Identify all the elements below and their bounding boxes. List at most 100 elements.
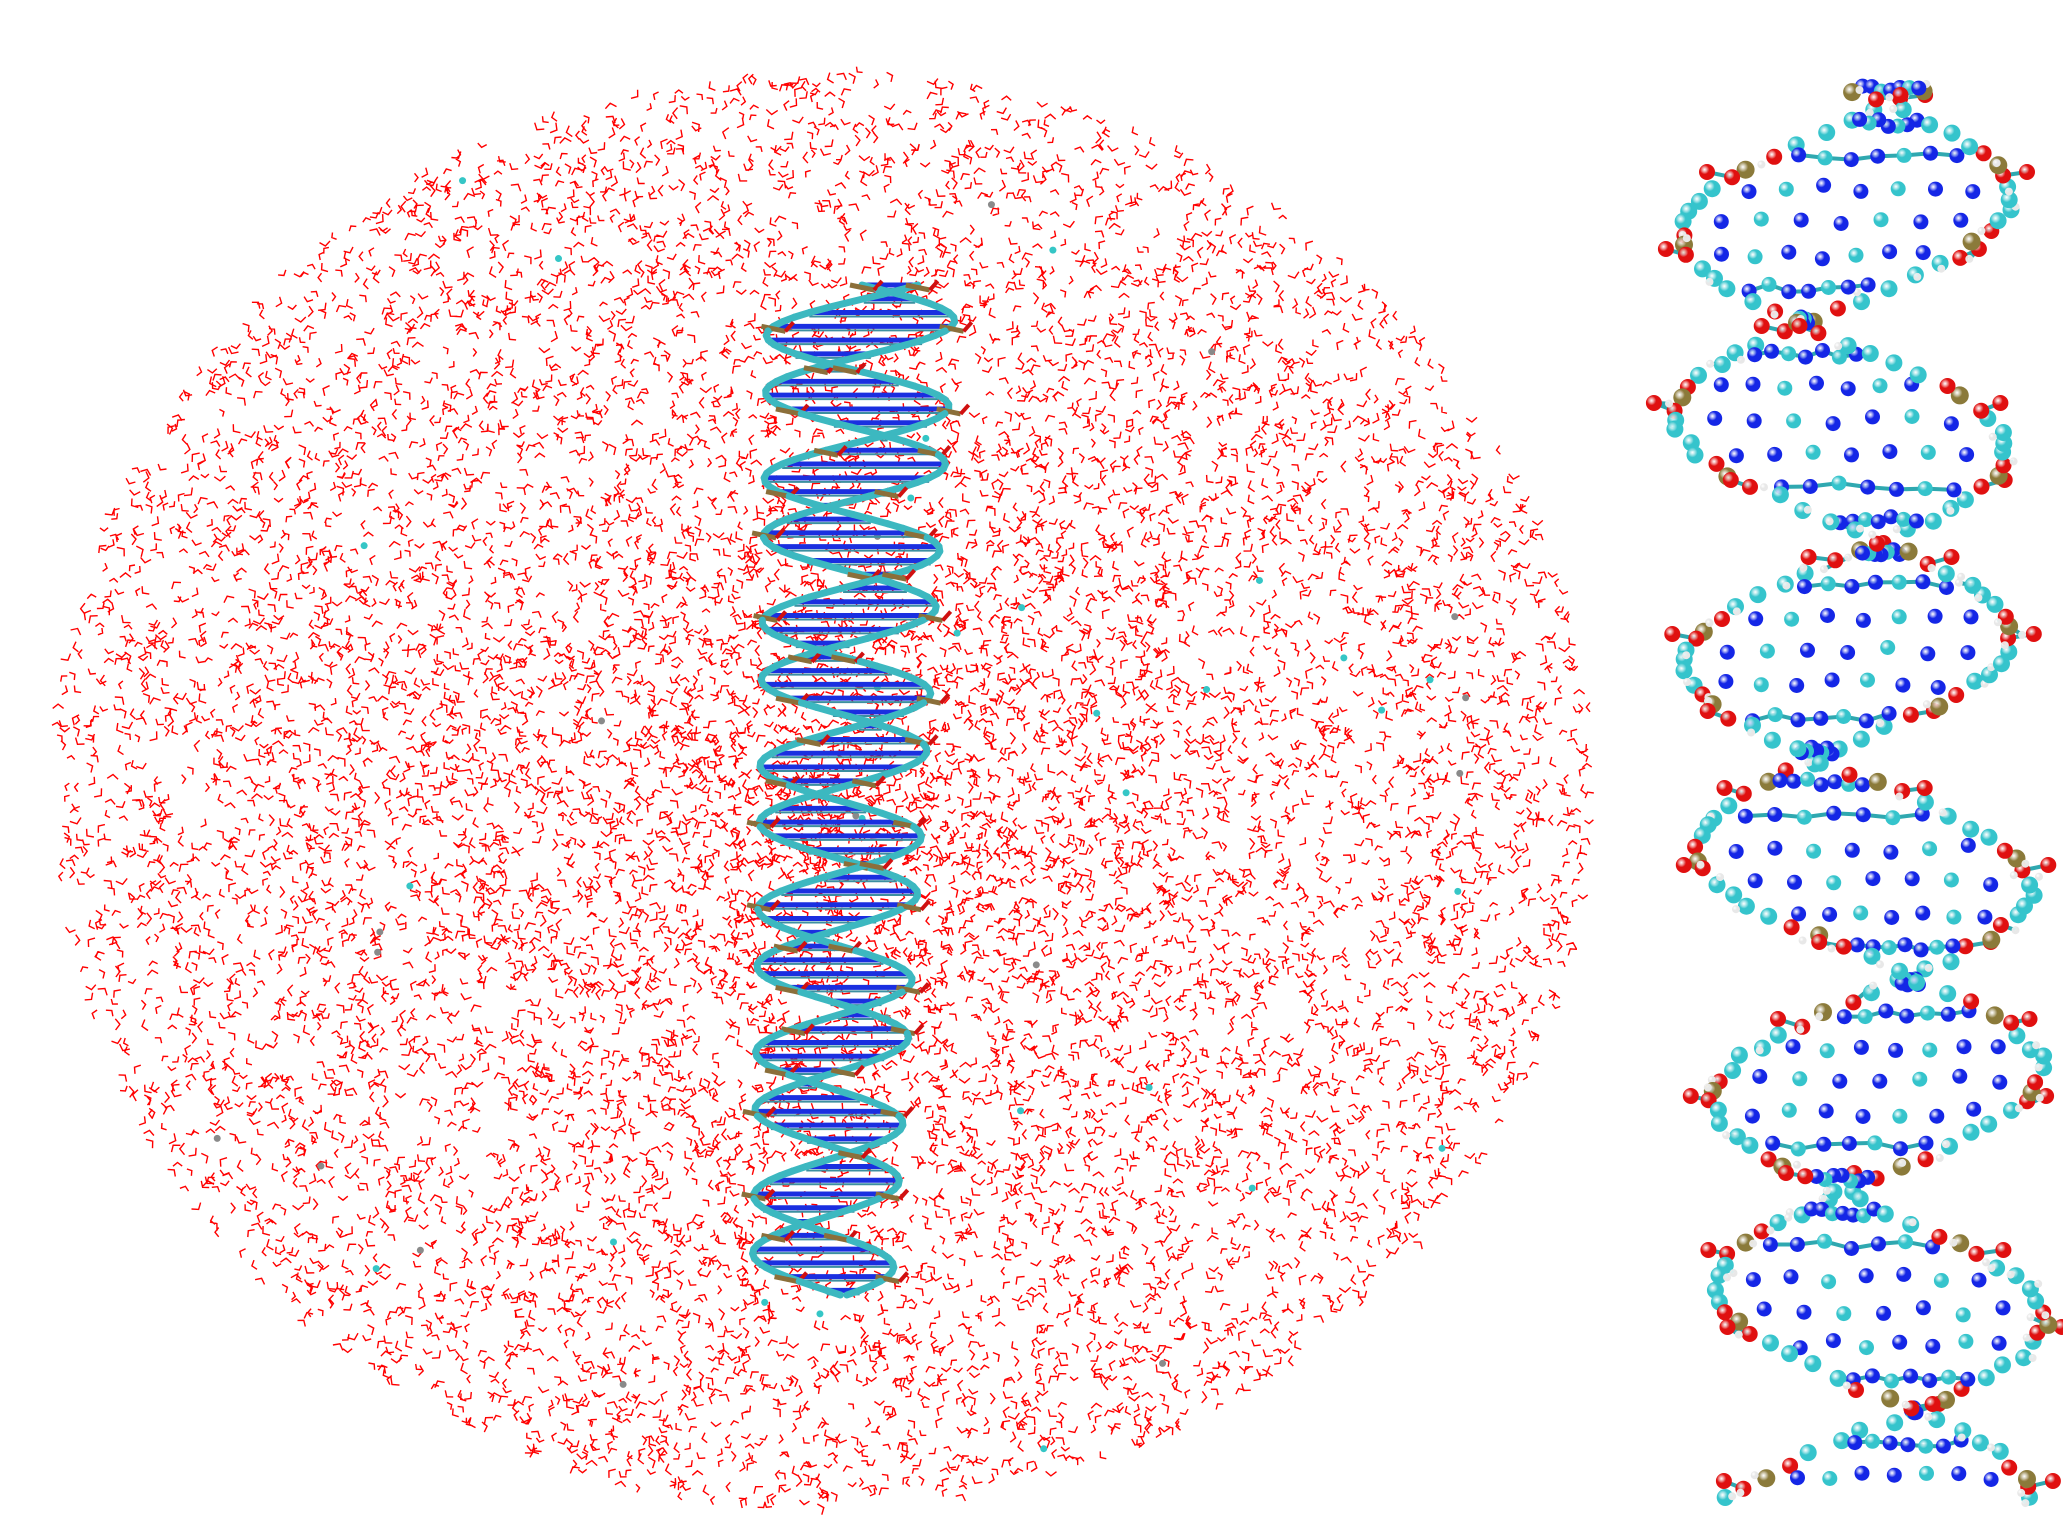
atom <box>1782 1457 1799 1474</box>
ion <box>1032 961 1040 969</box>
atom <box>1896 1266 1912 1282</box>
atom <box>1883 509 1899 525</box>
atom <box>1853 905 1869 921</box>
atom <box>1723 1273 1731 1282</box>
atom <box>1816 1136 1832 1152</box>
atom <box>1888 1042 1904 1058</box>
atom <box>1836 709 1852 724</box>
atom <box>1962 820 1980 838</box>
oxygen-stick <box>803 1023 815 1036</box>
atom <box>1819 1043 1835 1059</box>
oxygen-stick <box>915 816 927 829</box>
atom <box>1786 413 1802 429</box>
atom <box>1860 277 1876 293</box>
atom <box>1766 148 1783 165</box>
atom <box>1891 574 1907 590</box>
atom <box>1966 1101 1982 1117</box>
atom <box>1840 645 1856 660</box>
ion <box>1340 654 1348 662</box>
atom <box>1975 145 1992 162</box>
phosphate-stick <box>775 406 801 417</box>
atom <box>1863 947 1881 965</box>
atom <box>1892 1108 1908 1124</box>
atom <box>1852 111 1868 127</box>
atom <box>2001 1459 2018 1476</box>
atom <box>1657 241 1674 257</box>
atom <box>1917 481 1933 497</box>
atom <box>1817 150 1833 166</box>
atom <box>1753 211 1769 227</box>
atom <box>1811 754 1829 772</box>
atom <box>1720 710 1737 727</box>
atom <box>1760 1151 1777 1168</box>
atom <box>1841 1136 1857 1151</box>
phosphate-stick <box>895 984 921 995</box>
atom <box>1820 565 1828 574</box>
atom <box>1941 1369 1957 1385</box>
atom <box>1714 611 1730 627</box>
atom <box>1824 672 1840 688</box>
oxygen-stick <box>764 1188 776 1201</box>
atom <box>1767 840 1783 856</box>
atom <box>1957 1433 1966 1442</box>
atom <box>1705 619 1714 627</box>
atom <box>1728 1128 1746 1146</box>
atom <box>1953 212 1969 228</box>
atom <box>1927 608 1943 624</box>
ion <box>406 882 414 890</box>
atom <box>2004 187 2013 196</box>
backbone-stick <box>843 1286 864 1299</box>
atom <box>1821 1274 1837 1290</box>
phosphate-stick <box>830 1067 856 1078</box>
phosphate-stick <box>774 1274 800 1285</box>
atom <box>1845 994 1862 1011</box>
atom <box>1706 359 1715 368</box>
atom <box>1825 416 1841 432</box>
oxygen-stick <box>774 527 786 540</box>
atom <box>1818 124 1836 141</box>
atom <box>1664 626 1681 642</box>
atom <box>1909 366 1927 384</box>
atom <box>1961 138 1979 156</box>
atom <box>1818 1194 1827 1203</box>
ion <box>987 201 995 209</box>
atom <box>1708 455 1725 472</box>
atom <box>1814 251 1830 267</box>
atom <box>1800 642 1815 658</box>
atom <box>1778 181 1794 197</box>
atom <box>1699 703 1716 719</box>
atom <box>1856 524 1864 533</box>
atom <box>1870 148 1886 164</box>
atom <box>1682 234 1691 243</box>
phosphate-stick <box>896 902 922 913</box>
atom <box>1844 842 1860 858</box>
atom <box>1865 409 1880 425</box>
atom <box>1935 1154 1944 1162</box>
atom <box>1892 525 1901 534</box>
oxygen-stick <box>776 610 788 622</box>
atom <box>1826 875 1842 891</box>
ion <box>1018 604 1026 612</box>
ion <box>213 1134 221 1142</box>
oxygen-stick <box>783 1229 795 1242</box>
ion <box>459 177 467 185</box>
atom <box>1756 1301 1772 1317</box>
atom <box>1867 1135 1883 1151</box>
atom <box>1882 1435 1898 1451</box>
atom <box>1789 678 1805 693</box>
phosphate-stick <box>875 1274 901 1285</box>
atom <box>1982 930 2001 949</box>
atom <box>1855 807 1871 823</box>
atom <box>1928 1411 1946 1429</box>
atom <box>1920 646 1936 662</box>
atom <box>1729 1269 1738 1278</box>
atom <box>1943 549 1960 565</box>
atom <box>1899 542 1918 561</box>
atom <box>1922 700 1931 709</box>
atom <box>1991 1442 2009 1460</box>
oxygen-stick <box>913 1023 925 1036</box>
atom <box>1842 1381 1851 1390</box>
atom <box>1920 444 1936 460</box>
atom <box>1805 444 1821 460</box>
atom <box>1815 1012 1824 1021</box>
